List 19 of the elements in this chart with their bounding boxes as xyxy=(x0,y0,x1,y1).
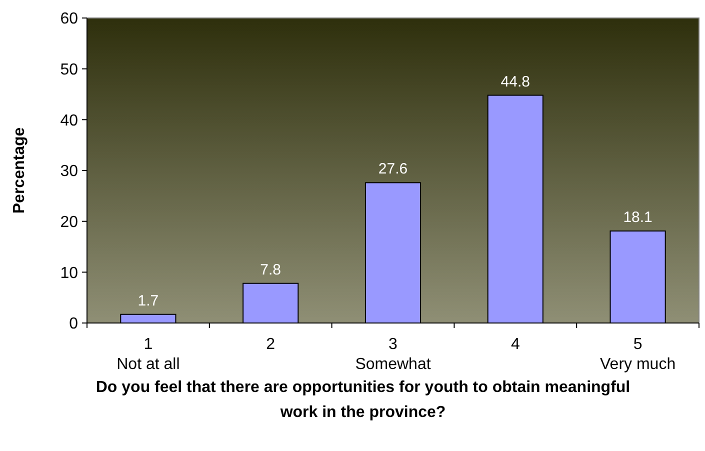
data-label: 7.8 xyxy=(260,261,282,278)
data-label: 27.6 xyxy=(378,160,408,178)
x-tick-label: 3 Somewhat xyxy=(355,336,432,373)
y-tick-label: 10 xyxy=(60,264,78,282)
x-tick-label: 4 xyxy=(510,336,520,353)
x-tick-label: 1 Not at all xyxy=(116,336,180,373)
y-tick-label: 30 xyxy=(60,163,78,180)
y-tick-label: 50 xyxy=(60,61,78,78)
data-label: 44.8 xyxy=(500,73,530,90)
x-tick-label: 2 xyxy=(266,336,276,353)
y-tick-label: 0 xyxy=(69,316,78,333)
x-tick-label: 5 Very much xyxy=(600,336,676,373)
y-tick-label: 20 xyxy=(60,214,78,231)
data-label: 18.1 xyxy=(623,208,652,226)
x-axis-title: Do you feel that there are opportunities for youth to obtain meaningful work in the province? xyxy=(96,379,630,421)
y-tick-label: 60 xyxy=(60,10,78,28)
data-label: 1.7 xyxy=(138,292,159,310)
y-axis-title: Percentage xyxy=(11,127,28,214)
y-tick-label: 40 xyxy=(60,112,78,130)
